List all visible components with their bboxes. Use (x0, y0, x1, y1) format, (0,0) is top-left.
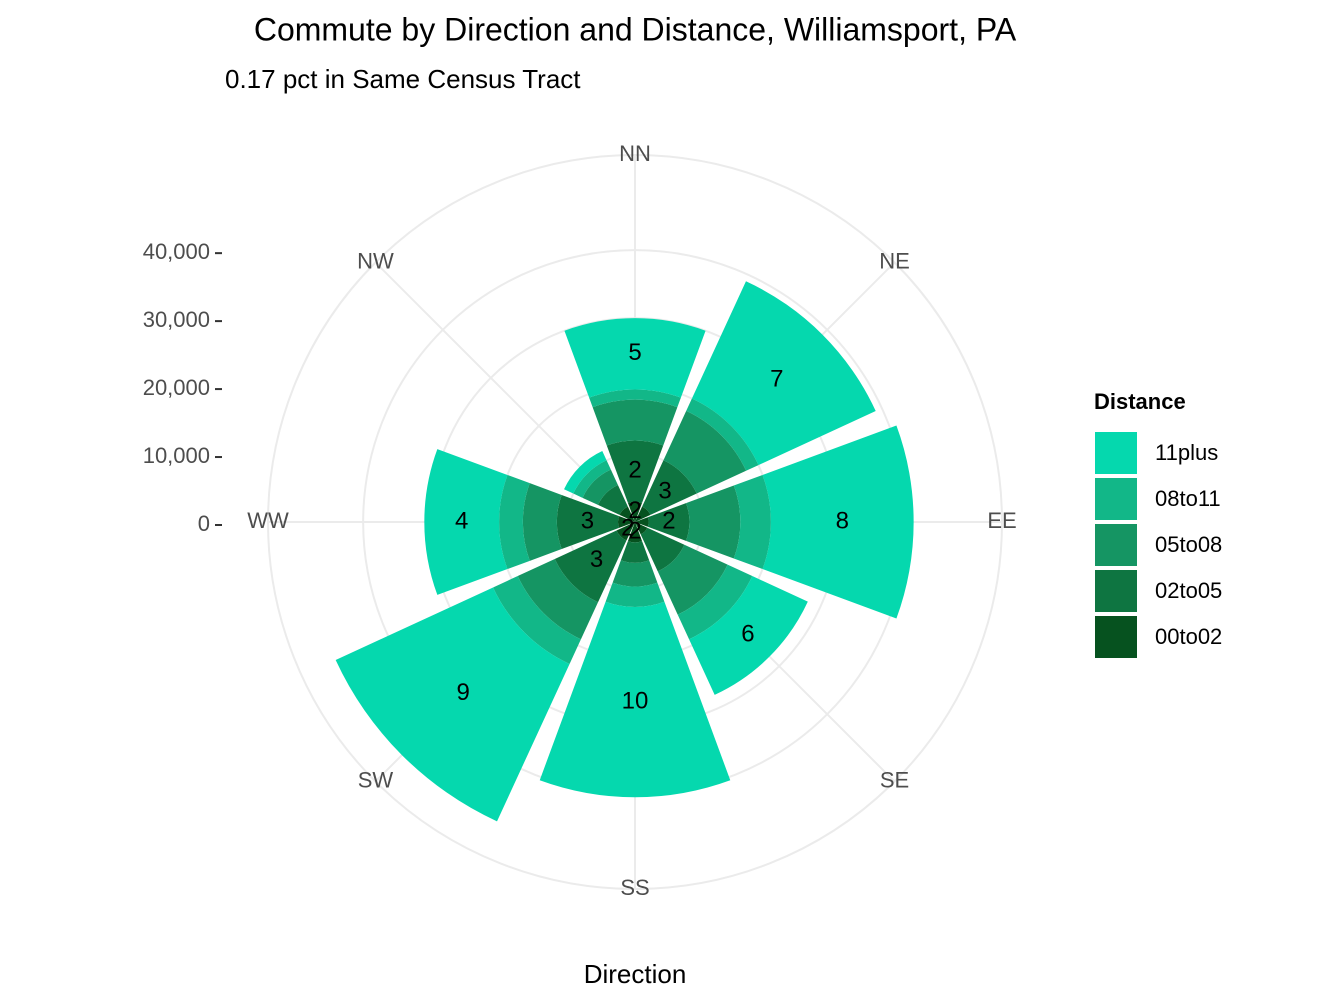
data-label: 2 (621, 515, 634, 542)
chart-subtitle: 0.17 pct in Same Census Tract (225, 64, 581, 94)
x-tick-label: NW (357, 248, 394, 273)
data-label: 10 (622, 687, 649, 714)
legend-swatch (1095, 478, 1137, 520)
data-label: 3 (581, 507, 594, 534)
wedge (635, 522, 648, 535)
wedge (517, 558, 599, 640)
wedge (733, 474, 771, 570)
wedge (606, 440, 664, 503)
wedge (564, 318, 706, 398)
wedge (620, 541, 650, 563)
wedge (499, 474, 530, 570)
wedge (554, 530, 627, 603)
data-label: 6 (741, 620, 754, 647)
y-tick-label: 10,000 (143, 443, 210, 468)
data-label: 3 (658, 477, 671, 504)
wedge (686, 485, 741, 559)
y-tick-label: 0 (198, 511, 210, 536)
wedge (635, 506, 651, 522)
wedge (663, 410, 747, 494)
data-label: 2 (662, 507, 675, 534)
data-label: 9 (457, 679, 470, 706)
data-label: 2 (628, 456, 641, 483)
wedge (573, 460, 611, 498)
wedge (657, 544, 728, 615)
x-tick-label: NN (619, 141, 651, 166)
wedge (564, 451, 607, 494)
legend-label: 02to05 (1155, 578, 1222, 603)
wedge (592, 399, 678, 446)
wedge (589, 389, 681, 408)
wedge (689, 576, 808, 695)
wedge (642, 460, 697, 515)
wedge (539, 601, 731, 798)
x-tick-label: SE (880, 767, 909, 792)
chart-title: Commute by Direction and Distance, Willi… (254, 11, 1017, 47)
wedge (597, 484, 628, 515)
data-label: 8 (836, 507, 849, 534)
y-tick-label: 20,000 (143, 375, 210, 400)
legend-label: 08to11 (1155, 486, 1221, 511)
legend-title: Distance (1094, 389, 1186, 414)
legend-swatch (1095, 616, 1137, 658)
wedge (618, 516, 635, 528)
legend-label: 11plus (1155, 440, 1218, 465)
wedge (424, 449, 508, 595)
wedge (612, 560, 658, 587)
wedge (522, 483, 562, 561)
wedge (677, 564, 753, 640)
data-label: 2 (628, 497, 641, 524)
wedge (686, 398, 759, 471)
legend-label: 00to02 (1155, 624, 1222, 649)
wedge (627, 522, 643, 543)
wedge (691, 281, 876, 466)
x-tick-label: SW (358, 767, 394, 792)
x-tick-label: WW (247, 508, 289, 533)
y-tick-label: 30,000 (143, 307, 210, 332)
wedge (619, 506, 635, 522)
data-label: 4 (455, 507, 468, 534)
x-axis-title: Direction (584, 959, 687, 989)
wedge (762, 425, 914, 619)
wedge (605, 582, 665, 607)
data-label: 7 (770, 366, 783, 393)
legend-swatch (1095, 570, 1137, 612)
wedge (493, 576, 581, 664)
data-label: 2 (628, 518, 641, 545)
x-tick-label: EE (987, 508, 1016, 533)
y-tick-label: 40,000 (143, 239, 210, 264)
x-tick-label: NE (879, 248, 910, 273)
wedge (647, 503, 690, 541)
data-label: 3 (590, 546, 603, 573)
data-label: 5 (628, 339, 641, 366)
wedge (556, 494, 620, 550)
wedge (627, 501, 643, 522)
legend-label: 05to08 (1155, 532, 1222, 557)
wedge (582, 469, 618, 505)
x-tick-label: SS (620, 875, 649, 900)
wedge (635, 517, 649, 527)
wedge (335, 587, 570, 822)
legend-swatch (1095, 432, 1137, 474)
legend-swatch (1095, 524, 1137, 566)
wedge (616, 522, 635, 541)
wedge (640, 527, 685, 572)
